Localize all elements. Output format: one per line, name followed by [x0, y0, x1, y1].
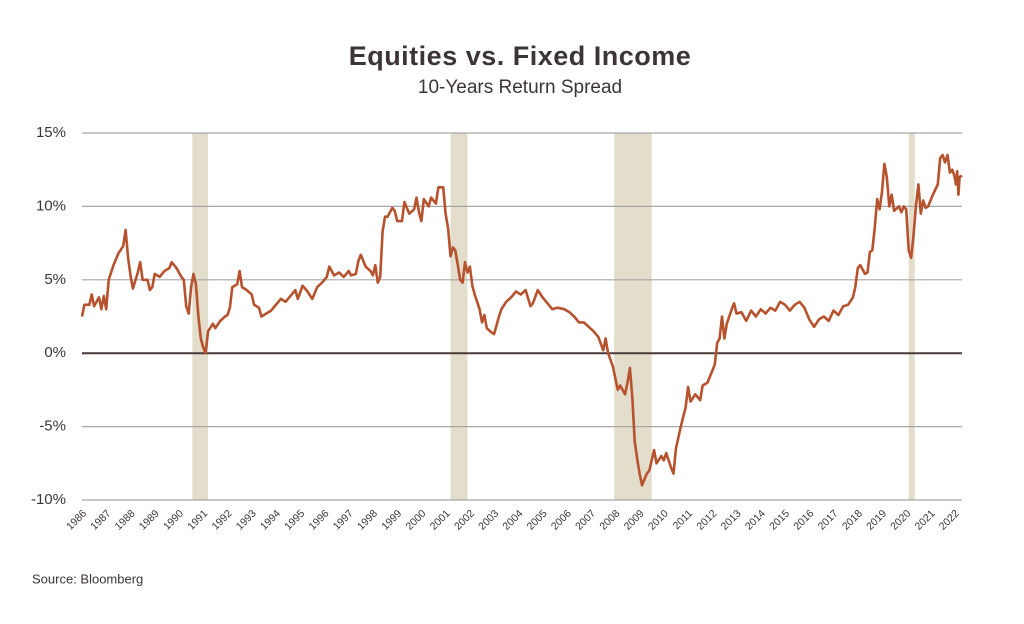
- x-tick-label: 1995: [282, 507, 307, 532]
- chart-subtitle: 10-Years Return Spread: [418, 77, 622, 98]
- recession-band: [614, 133, 652, 500]
- x-tick-label: 2019: [864, 507, 889, 532]
- y-tick-label: 5%: [44, 271, 66, 288]
- x-tick-label: 2005: [525, 507, 550, 532]
- x-tick-label: 2002: [452, 507, 477, 532]
- y-tick-label: -10%: [31, 491, 66, 508]
- x-tick-label: 1997: [331, 507, 356, 532]
- x-tick-label: 2006: [549, 507, 574, 532]
- x-tick-label: 2008: [597, 507, 622, 532]
- x-tick-label: 1988: [113, 507, 138, 532]
- x-tick-label: 2000: [403, 507, 428, 532]
- x-tick-label: 1991: [185, 507, 210, 532]
- x-tick-label: 1987: [88, 507, 113, 532]
- x-tick-label: 2018: [840, 507, 865, 532]
- recession-band: [908, 133, 915, 500]
- x-tick-label: 2013: [719, 507, 744, 532]
- y-tick-label: 15%: [36, 124, 66, 141]
- x-tick-label: 2011: [671, 507, 696, 532]
- x-tick-label: 1986: [64, 507, 89, 532]
- x-tick-label: 2020: [888, 507, 913, 532]
- x-tick-label: 2004: [500, 507, 525, 532]
- x-tick-label: 1999: [379, 507, 404, 532]
- recession-band: [450, 133, 468, 500]
- x-tick-label: 2007: [573, 507, 598, 532]
- x-tick-label: 2021: [913, 507, 938, 532]
- x-tick-label: 1990: [161, 507, 186, 532]
- x-tick-label: 1998: [355, 507, 380, 532]
- chart-title: Equities vs. Fixed Income: [349, 41, 692, 71]
- x-tick-label: 2001: [428, 507, 453, 532]
- x-tick-label: 2022: [937, 507, 962, 532]
- x-tick-label: 2015: [767, 507, 792, 532]
- y-tick-label: -5%: [39, 418, 66, 435]
- x-tick-label: 2009: [622, 507, 647, 532]
- x-tick-label: 2012: [694, 507, 719, 532]
- y-tick-label: 0%: [44, 344, 66, 361]
- y-tick-label: 10%: [36, 197, 66, 214]
- x-tick-label: 1996: [307, 507, 332, 532]
- x-tick-label: 2017: [816, 507, 841, 532]
- recession-band: [192, 133, 209, 500]
- x-tick-label: 1989: [137, 507, 162, 532]
- data-line: [80, 153, 963, 487]
- x-tick-label: 1993: [234, 507, 259, 532]
- x-tick-label: 2003: [476, 507, 501, 532]
- source-note: Source: Bloomberg: [32, 571, 143, 586]
- x-tick-label: 2016: [791, 507, 816, 532]
- x-tick-label: 2014: [743, 507, 768, 532]
- x-tick-label: 1992: [210, 507, 235, 532]
- x-tick-label: 1994: [258, 507, 283, 532]
- x-tick-label: 2010: [646, 507, 671, 532]
